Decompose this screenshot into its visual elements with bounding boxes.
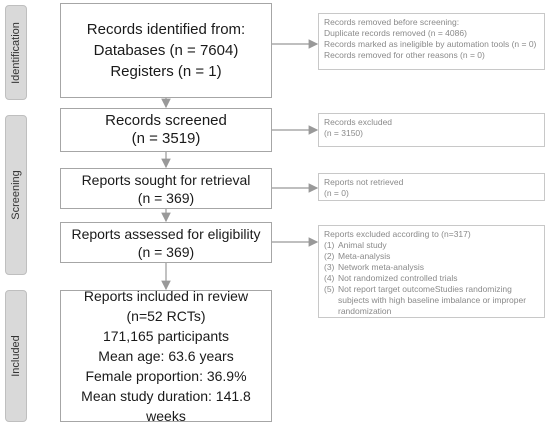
item-number: (3) xyxy=(324,262,335,272)
side-text: Records removed before screening: xyxy=(324,17,460,27)
list-item: (3) Network meta-analysis xyxy=(324,262,539,273)
flow-box: Reports included in review (n=52 RCTs) 171… xyxy=(60,288,272,424)
box-text: 171,165 participants xyxy=(102,328,230,344)
flow-box: Reports sought for retrieval (n = 369) xyxy=(60,168,272,209)
list-item: (4) Not randomized controlled trials xyxy=(324,273,539,284)
box-text: Female proportion: 36.9% xyxy=(85,368,247,384)
list-item: (2) Meta-analysis xyxy=(324,251,539,262)
stage-bar: Screening xyxy=(5,115,27,275)
side-box: Reports excluded according to (n=317) (1)… xyxy=(318,225,545,318)
side-text: Records marked as ineligible by automati… xyxy=(324,39,537,49)
item-text: Meta-analysis xyxy=(338,251,391,261)
item-text: Network meta-analysis xyxy=(338,262,424,272)
side-box: Records excluded (n = 3150) xyxy=(318,113,545,147)
item-number: (4) xyxy=(324,273,335,283)
side-text: Records excluded xyxy=(324,117,393,127)
box-text: Reports assessed for eligibility xyxy=(71,225,261,242)
box-text: (n = 3519) xyxy=(131,130,201,147)
side-text: Duplicate records removed (n = 4086) xyxy=(324,28,467,38)
box-text: Reports sought for retrieval xyxy=(81,171,251,188)
box-text: Reports included in review xyxy=(83,288,249,304)
side-text: (n = 0) xyxy=(324,188,349,198)
stage-label: Included xyxy=(10,335,22,377)
item-text: Not randomized controlled trials xyxy=(338,273,458,283)
box-text: Databases (n = 7604) xyxy=(93,42,239,59)
list-item: (1) Animal study xyxy=(324,240,539,251)
item-number: (2) xyxy=(324,251,335,261)
item-text: Animal study xyxy=(338,240,387,250)
box-text: Mean age: 63.6 years xyxy=(98,348,234,364)
stage-bar: Identification xyxy=(5,5,27,100)
box-text: (n=52 RCTs) xyxy=(126,308,206,324)
box-text: Mean study duration: 141.8 weeks xyxy=(81,388,251,424)
stage-label: Screening xyxy=(10,170,22,220)
box-text: Records identified from: xyxy=(86,21,246,38)
side-text: (n = 3150) xyxy=(324,128,363,138)
item-text: Not report target outcomeStudies randomi… xyxy=(338,284,527,316)
list-item: (5) Not report target outcomeStudies rand… xyxy=(324,284,539,317)
flow-box: Records screened (n = 3519) xyxy=(60,108,272,152)
side-text: Reports not retrieved xyxy=(324,177,404,187)
side-text: Records removed for other reasons (n = 0… xyxy=(324,50,485,60)
box-text: (n = 369) xyxy=(137,189,195,206)
stage-bar: Included xyxy=(5,290,27,422)
box-text: Records screened xyxy=(105,112,227,129)
item-number: (1) xyxy=(324,240,335,250)
stage-label: Identification xyxy=(10,21,22,84)
side-text: Reports excluded according to (n=317) xyxy=(324,229,471,239)
side-box: Records removed before screening: Duplica… xyxy=(318,13,545,70)
box-text: Registers (n = 1) xyxy=(110,63,222,80)
side-box: Reports not retrieved (n = 0) xyxy=(318,173,545,201)
flow-box: Records identified from: Databases (n = 7… xyxy=(60,3,272,98)
box-text: (n = 369) xyxy=(137,243,195,260)
item-number: (5) xyxy=(324,284,335,294)
flow-box: Reports assessed for eligibility (n = 369… xyxy=(60,222,272,263)
